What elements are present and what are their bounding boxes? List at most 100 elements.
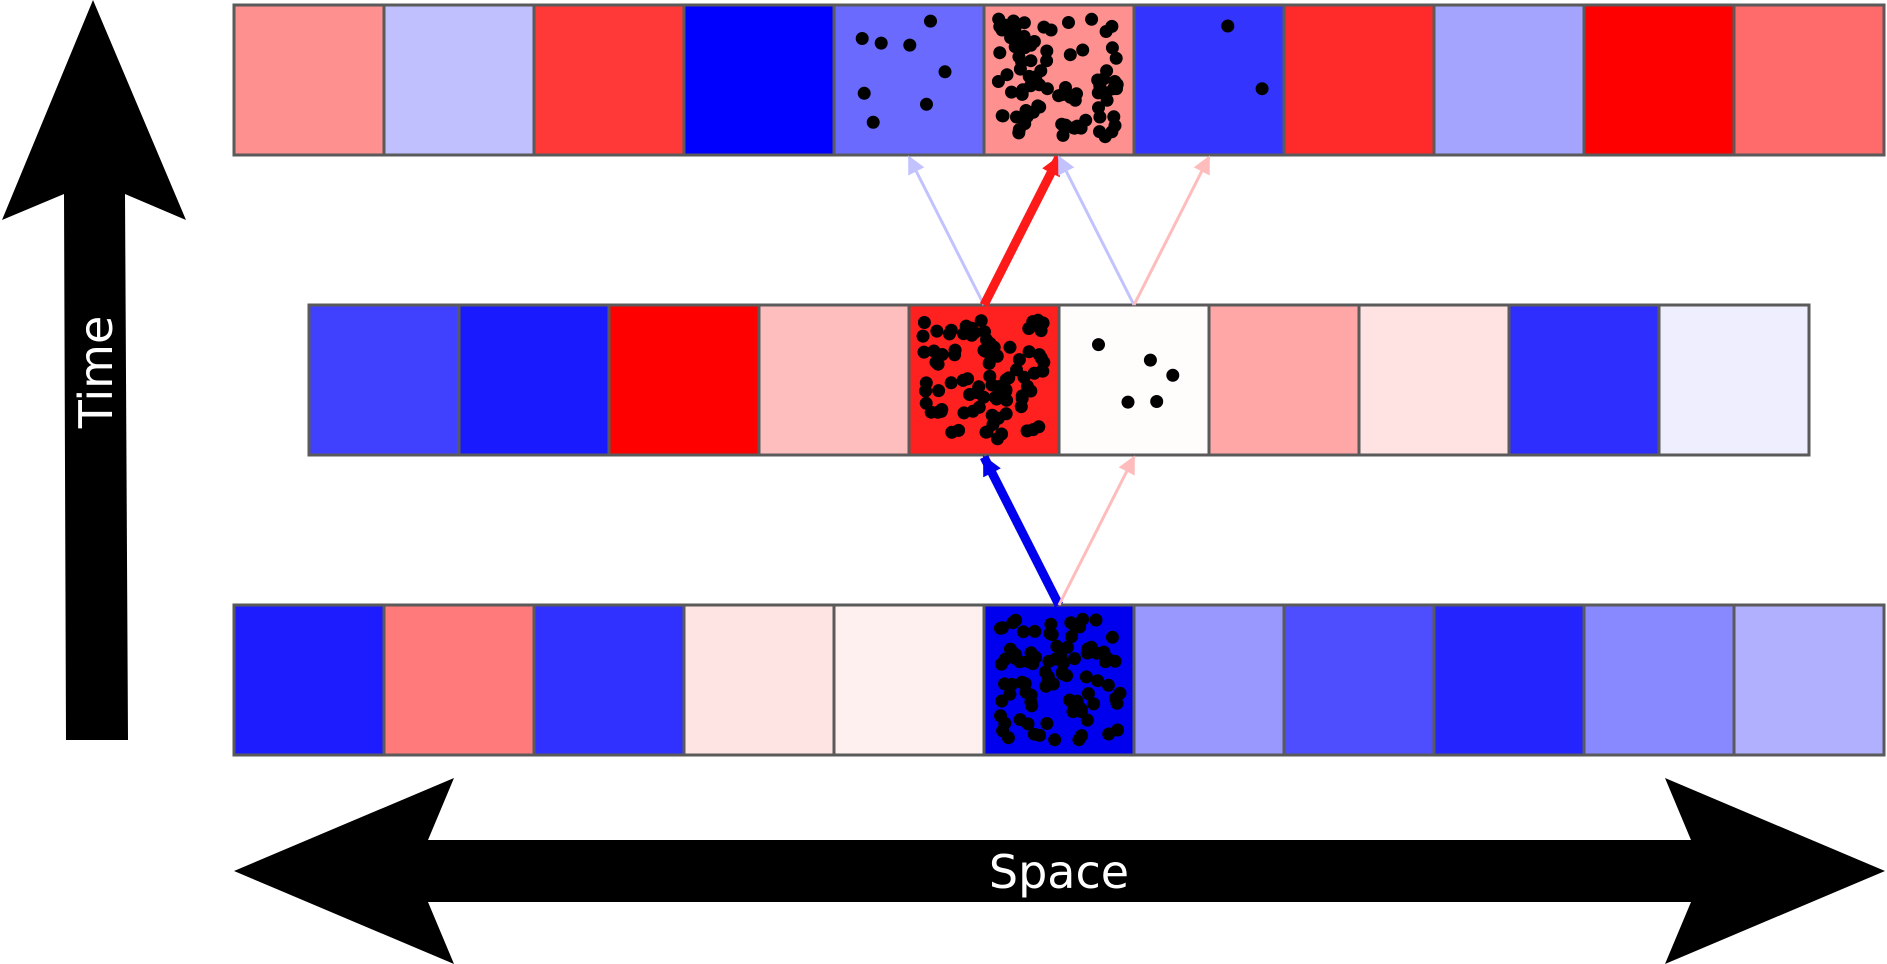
particle bbox=[1085, 12, 1099, 26]
lattice-cell bbox=[232, 603, 386, 757]
particle bbox=[1102, 727, 1116, 741]
particle bbox=[999, 383, 1013, 397]
particle bbox=[1046, 677, 1060, 691]
particle bbox=[932, 384, 946, 398]
particle bbox=[1003, 687, 1017, 701]
lattice-cell bbox=[1582, 3, 1736, 157]
lattice-cell bbox=[532, 603, 686, 757]
lattice-cell bbox=[382, 3, 536, 157]
particle bbox=[924, 14, 937, 28]
lattice-cell bbox=[832, 3, 986, 157]
cell-rect bbox=[757, 303, 911, 457]
particle bbox=[1105, 125, 1119, 139]
particle bbox=[998, 716, 1012, 730]
particle bbox=[1055, 117, 1069, 131]
particle bbox=[1081, 687, 1095, 701]
particle bbox=[1042, 654, 1056, 668]
particle bbox=[1014, 400, 1028, 414]
particle bbox=[1010, 363, 1023, 377]
particle bbox=[1040, 54, 1054, 68]
particle bbox=[916, 329, 930, 343]
lattice-cell bbox=[757, 303, 911, 457]
lattice-cell bbox=[1057, 303, 1211, 457]
particle bbox=[1012, 50, 1026, 64]
particle bbox=[903, 38, 917, 52]
particle bbox=[1058, 87, 1072, 101]
particle bbox=[1150, 395, 1164, 408]
transition-middle-to-top-weak-3 bbox=[1132, 155, 1211, 306]
particle bbox=[944, 323, 958, 337]
particle bbox=[1044, 617, 1058, 631]
lattice-cell bbox=[1732, 3, 1886, 157]
space-label: Space bbox=[989, 845, 1129, 899]
cell-rect bbox=[1357, 303, 1511, 457]
cell-rect bbox=[1732, 3, 1886, 157]
particle bbox=[920, 97, 933, 111]
particle bbox=[1002, 371, 1016, 385]
particle bbox=[1166, 368, 1180, 382]
particle bbox=[1079, 670, 1093, 684]
particle bbox=[944, 376, 958, 390]
particle bbox=[1013, 655, 1027, 669]
particle bbox=[1022, 322, 1036, 335]
particle bbox=[1097, 72, 1111, 86]
lattice-cell bbox=[1207, 303, 1361, 457]
particle bbox=[866, 115, 880, 129]
particle bbox=[1108, 75, 1122, 88]
particle bbox=[995, 427, 1009, 441]
cell-rect bbox=[682, 3, 836, 157]
particle bbox=[1091, 674, 1105, 688]
lattice-cell bbox=[1132, 3, 1286, 157]
particle bbox=[1121, 395, 1135, 409]
particle bbox=[974, 314, 988, 328]
lattice-cell bbox=[1357, 303, 1511, 457]
lattice-cell bbox=[832, 603, 986, 757]
particle bbox=[1024, 646, 1038, 660]
particle bbox=[1010, 110, 1023, 124]
particle bbox=[1044, 23, 1058, 37]
particle bbox=[1080, 713, 1094, 727]
cell-rect bbox=[1132, 603, 1286, 757]
cell-rect bbox=[232, 603, 386, 757]
lattice-cell bbox=[1282, 3, 1436, 157]
particle bbox=[978, 325, 991, 339]
particle bbox=[993, 46, 1007, 60]
particle bbox=[1060, 640, 1074, 654]
particle bbox=[1101, 678, 1115, 692]
lattice-cell bbox=[1507, 303, 1661, 457]
particle bbox=[1038, 665, 1052, 679]
particle bbox=[1089, 613, 1103, 627]
cell-rect bbox=[1507, 303, 1661, 457]
particle bbox=[1005, 85, 1018, 99]
cell-rect bbox=[307, 303, 461, 457]
row-top bbox=[232, 3, 1886, 157]
time-arrow-shape bbox=[2, 0, 186, 740]
lattice-cell bbox=[1282, 603, 1436, 757]
transition-middle-to-top-weak-1 bbox=[907, 155, 986, 306]
particle bbox=[1056, 128, 1070, 142]
particle bbox=[1008, 24, 1022, 38]
particle bbox=[1068, 652, 1081, 666]
particle bbox=[963, 388, 977, 401]
lattice-cell bbox=[457, 303, 611, 457]
lattice-cell bbox=[382, 603, 536, 757]
particle bbox=[1012, 353, 1026, 367]
particle bbox=[1107, 110, 1121, 124]
particle bbox=[938, 65, 952, 79]
lattice-cell bbox=[1432, 603, 1586, 757]
particle bbox=[1055, 665, 1069, 679]
particle bbox=[1022, 345, 1036, 359]
cell-rect bbox=[1432, 3, 1586, 157]
particle bbox=[990, 349, 1004, 363]
particle bbox=[1013, 62, 1027, 76]
lattice-cell bbox=[1132, 603, 1286, 757]
lattice-cell bbox=[1732, 603, 1886, 757]
particle bbox=[1001, 731, 1015, 745]
particle bbox=[855, 32, 869, 45]
particle bbox=[1020, 424, 1034, 438]
cell-rect bbox=[1732, 603, 1886, 757]
lattice-cell bbox=[907, 303, 1061, 457]
cell-rect bbox=[457, 303, 611, 457]
particle bbox=[917, 316, 931, 329]
particle bbox=[857, 86, 871, 100]
